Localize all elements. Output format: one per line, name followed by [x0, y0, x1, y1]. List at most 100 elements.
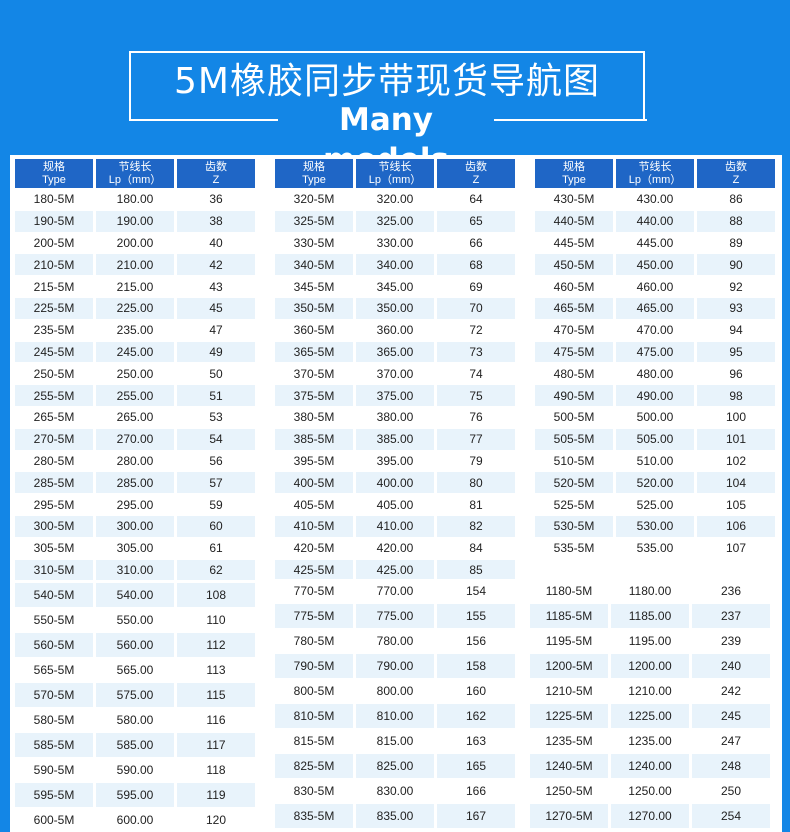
cell-type: 1225-5M	[530, 704, 608, 729]
cell-type: 215-5M	[15, 276, 93, 298]
table-row: 1200-5M 1200.00 240	[530, 654, 770, 679]
column-header-z: 齿数 Z	[437, 159, 515, 189]
table-row: 1185-5M 1185.00 237	[530, 604, 770, 629]
column-header-lp: 节线长 Lp（mm）	[96, 159, 174, 189]
column-header-lp-en: Lp（mm）	[368, 173, 422, 186]
cell-teeth: 117	[177, 733, 255, 758]
cell-type: 405-5M	[275, 494, 353, 516]
column-header-z-cn: 齿数	[465, 160, 487, 173]
cell-teeth: 104	[697, 472, 775, 495]
table-row: 835-5M 835.00 167	[275, 804, 515, 829]
table-row: 510-5M 510.00 102	[535, 450, 775, 473]
cell-pitch-length: 200.00	[96, 232, 174, 255]
cell-teeth: 54	[177, 428, 255, 451]
page-title: 5M橡胶同步带现货导航图	[174, 61, 600, 102]
cell-type: 210-5M	[15, 254, 93, 277]
cell-pitch-length: 370.00	[356, 363, 434, 386]
cell-type: 450-5M	[535, 254, 613, 277]
cell-pitch-length: 425.00	[356, 559, 434, 582]
cell-teeth: 165	[437, 754, 515, 779]
table-header-row: 规格 Type 节线长 Lp（mm） 齿数 Z	[15, 159, 255, 189]
cell-teeth: 90	[697, 254, 775, 277]
table-row: 590-5M 590.00 118	[15, 758, 255, 783]
cell-pitch-length: 600.00	[96, 808, 174, 832]
cell-teeth: 158	[437, 654, 515, 679]
cell-type: 1180-5M	[530, 579, 608, 604]
cell-type: 590-5M	[15, 758, 93, 783]
column-header-z-cn: 齿数	[205, 160, 227, 173]
cell-type: 830-5M	[275, 779, 353, 804]
cell-teeth: 94	[697, 319, 775, 342]
cell-type: 460-5M	[535, 276, 613, 298]
table-row: 580-5M 580.00 116	[15, 708, 255, 733]
cell-type: 300-5M	[15, 515, 93, 538]
cell-type: 420-5M	[275, 537, 353, 560]
cell-pitch-length: 190.00	[96, 210, 174, 233]
cell-teeth: 162	[437, 704, 515, 729]
cell-pitch-length: 250.00	[96, 363, 174, 386]
cell-teeth: 166	[437, 779, 515, 804]
table-row: 525-5M 525.00 105	[535, 494, 775, 516]
cell-type: 325-5M	[275, 210, 353, 233]
table-row: 425-5M 425.00 85	[275, 559, 515, 582]
cell-type: 535-5M	[535, 537, 613, 560]
table-row: 340-5M 340.00 68	[275, 254, 515, 277]
cell-type: 305-5M	[15, 537, 93, 560]
cell-type: 1270-5M	[530, 804, 608, 829]
table-row: 300-5M 300.00 60	[15, 515, 255, 538]
cell-teeth: 75	[437, 385, 515, 407]
cell-type: 1235-5M	[530, 729, 608, 754]
cell-pitch-length: 535.00	[616, 537, 694, 560]
cell-teeth: 105	[697, 494, 775, 516]
cell-type: 385-5M	[275, 428, 353, 451]
cell-type: 1210-5M	[530, 679, 608, 704]
cell-teeth: 119	[177, 783, 255, 808]
column-header-lp-en: Lp（mm）	[108, 173, 162, 186]
spec-table-top-1: 规格 Type 节线长 Lp（mm） 齿数 Z 180-5M 180.00 36 190-5…	[12, 159, 258, 582]
table-row: 460-5M 460.00 92	[535, 276, 775, 298]
cell-teeth: 62	[177, 559, 255, 582]
cell-teeth: 237	[692, 604, 770, 629]
cell-type: 560-5M	[15, 633, 93, 658]
table-row: 830-5M 830.00 166	[275, 779, 515, 804]
column-header-type-en: Type	[562, 173, 586, 186]
cell-pitch-length: 410.00	[356, 515, 434, 538]
table-row: 245-5M 245.00 49	[15, 341, 255, 364]
spec-table-top-2: 规格 Type 节线长 Lp（mm） 齿数 Z 320-5M 320.00 64 325-5…	[272, 159, 518, 582]
cell-type: 430-5M	[535, 189, 613, 211]
cell-pitch-length: 375.00	[356, 385, 434, 407]
table-row: 190-5M 190.00 38	[15, 210, 255, 233]
header-divider-right	[494, 119, 647, 121]
column-header-type-en: Type	[42, 173, 66, 186]
table-row: 790-5M 790.00 158	[275, 654, 515, 679]
cell-teeth: 66	[437, 232, 515, 255]
table-header-row: 规格 Type 节线长 Lp（mm） 齿数 Z	[535, 159, 775, 189]
cell-pitch-length: 780.00	[356, 629, 434, 654]
cell-pitch-length: 810.00	[356, 704, 434, 729]
cell-teeth: 86	[697, 189, 775, 211]
table-row: 345-5M 345.00 69	[275, 276, 515, 298]
cell-pitch-length: 350.00	[356, 297, 434, 320]
table-row: 1270-5M 1270.00 254	[530, 804, 770, 829]
cell-pitch-length: 1240.00	[611, 754, 689, 779]
cell-teeth: 89	[697, 232, 775, 255]
cell-pitch-length: 1250.00	[611, 779, 689, 804]
cell-teeth: 102	[697, 450, 775, 473]
table-row: 430-5M 430.00 86	[535, 189, 775, 211]
cell-type: 1240-5M	[530, 754, 608, 779]
cell-type: 500-5M	[535, 406, 613, 429]
cell-pitch-length: 280.00	[96, 450, 174, 473]
cell-pitch-length: 285.00	[96, 472, 174, 495]
cell-type: 1195-5M	[530, 629, 608, 654]
cell-type: 800-5M	[275, 679, 353, 704]
cell-type: 585-5M	[15, 733, 93, 758]
table-row: 450-5M 450.00 90	[535, 254, 775, 277]
cell-teeth: 80	[437, 472, 515, 495]
table-row: 810-5M 810.00 162	[275, 704, 515, 729]
cell-pitch-length: 575.00	[96, 683, 174, 708]
cell-type: 505-5M	[535, 428, 613, 451]
cell-teeth: 60	[177, 515, 255, 538]
cell-pitch-length: 525.00	[616, 494, 694, 516]
cell-teeth: 38	[177, 210, 255, 233]
cell-type: 1185-5M	[530, 604, 608, 629]
